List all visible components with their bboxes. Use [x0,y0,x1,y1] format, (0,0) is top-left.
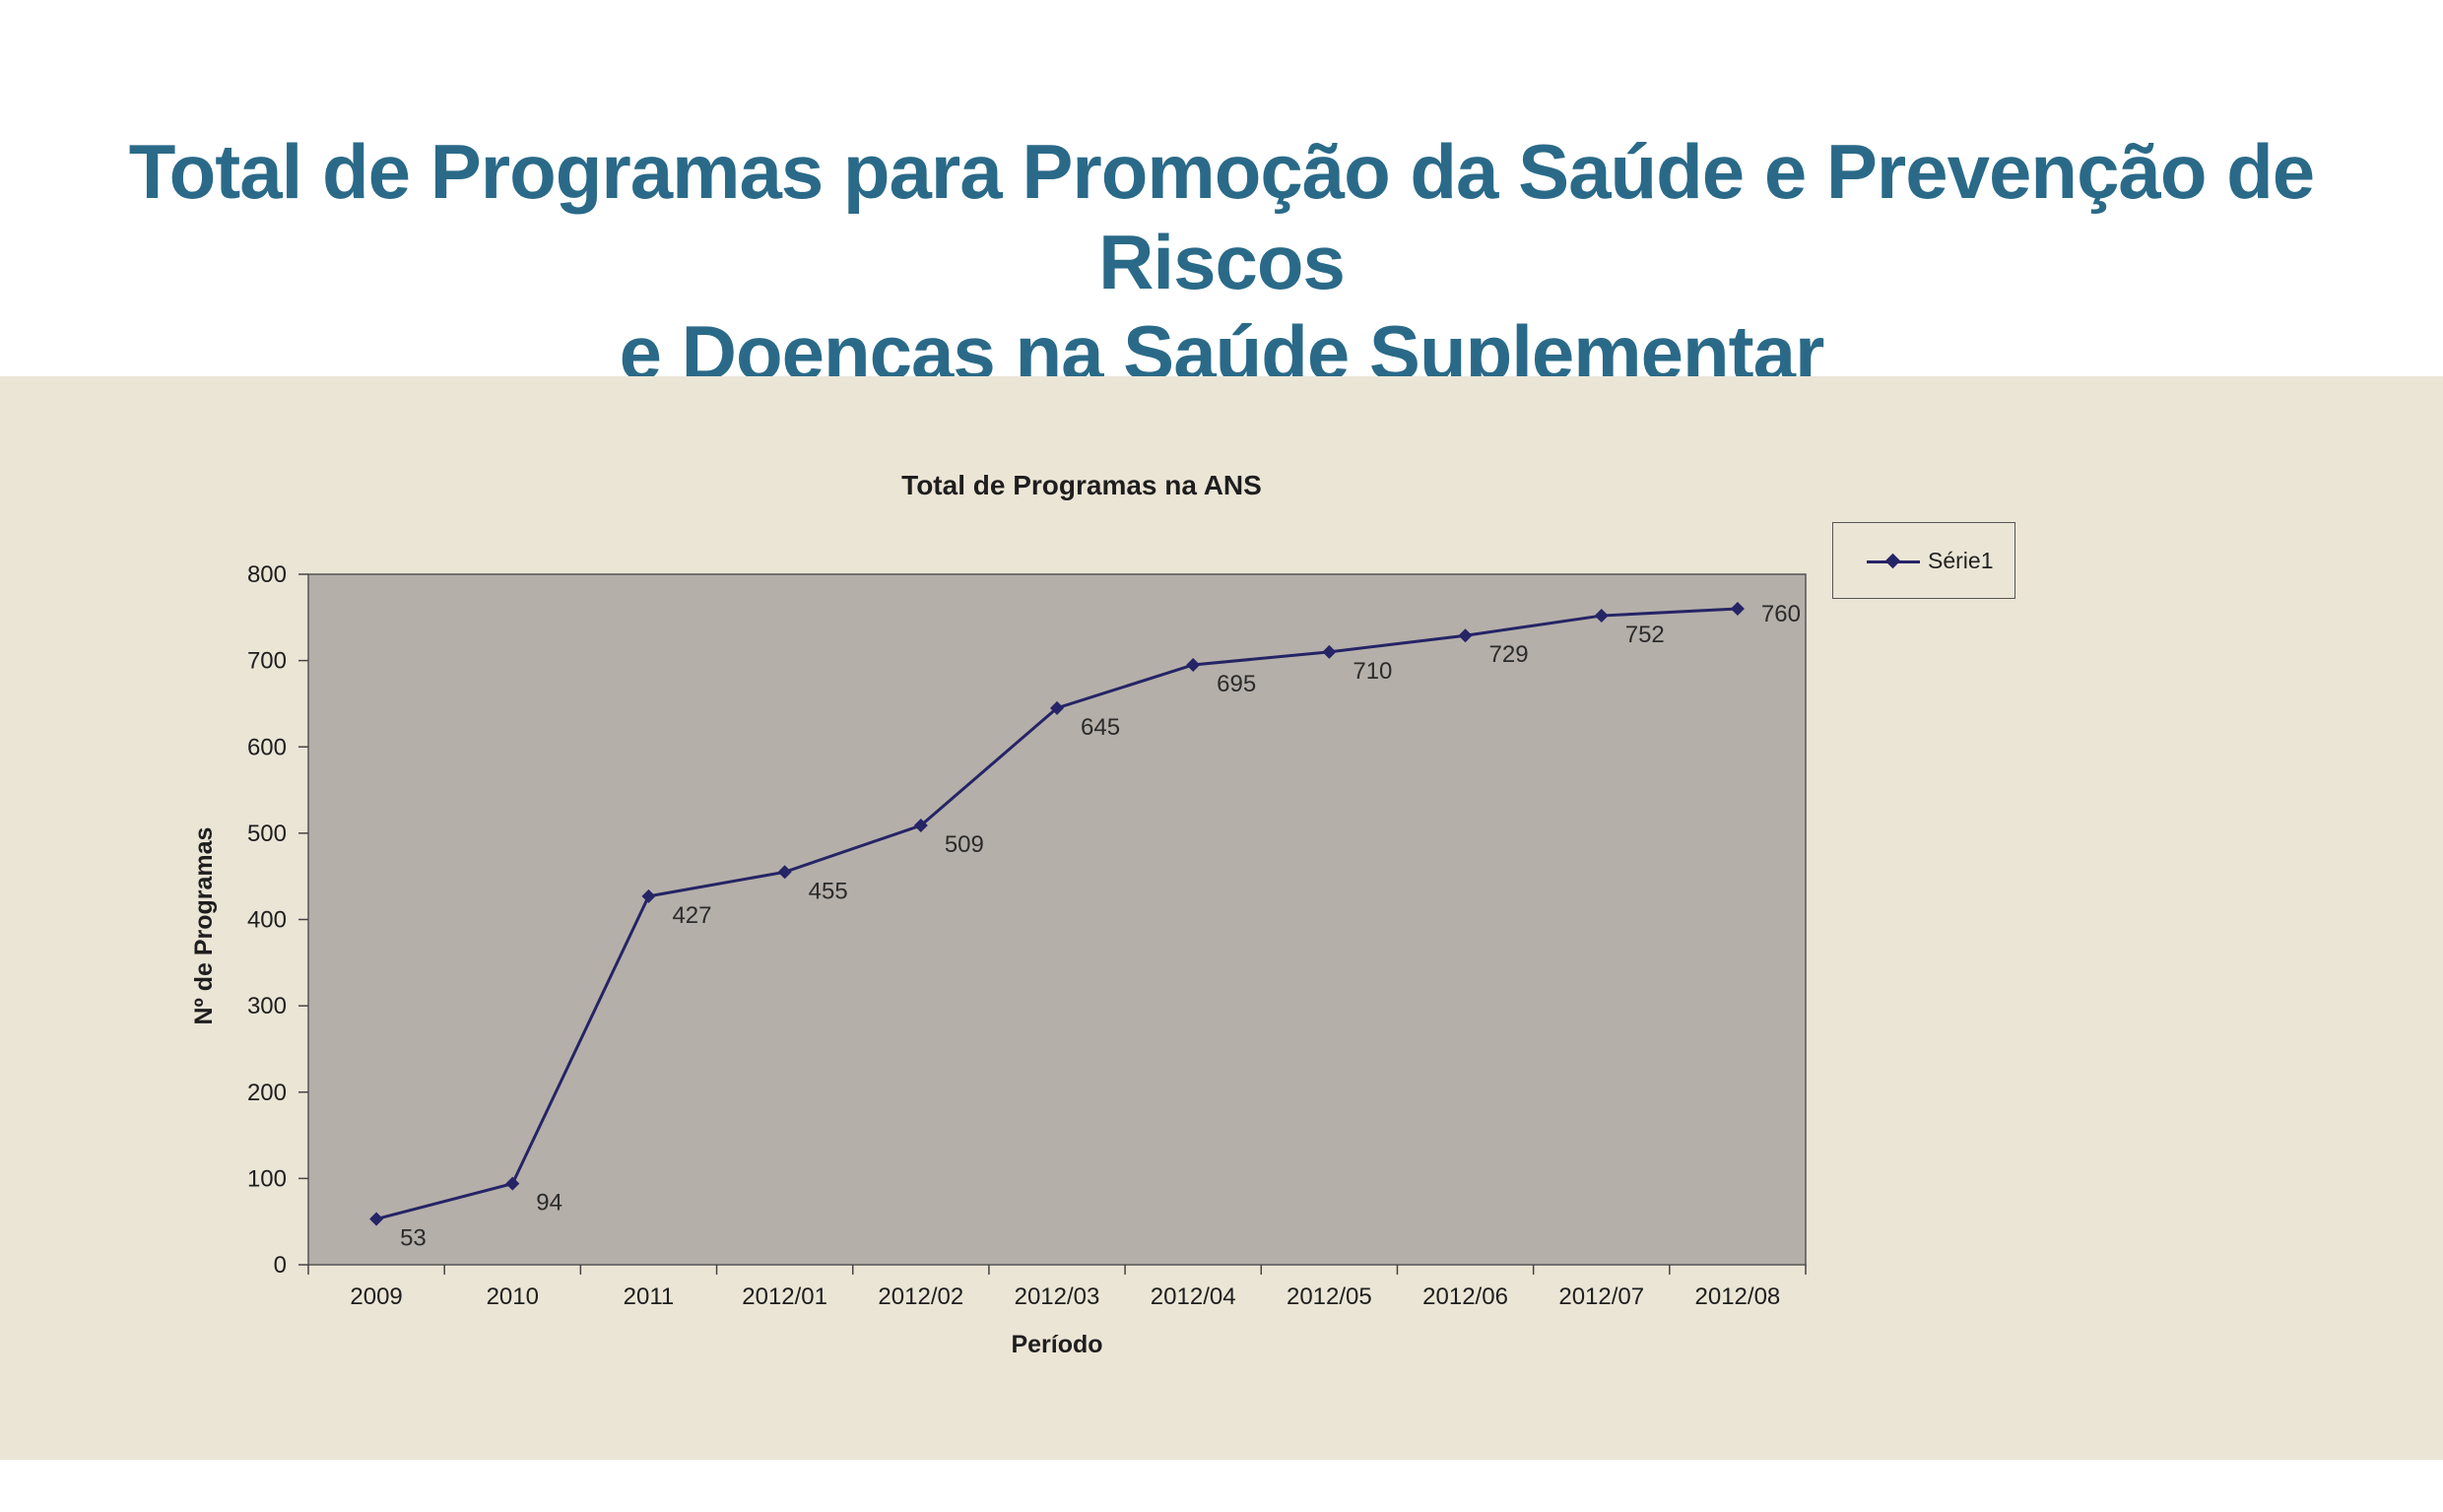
data-label: 729 [1489,641,1529,668]
legend-diamond-icon [1884,553,1901,569]
x-tick-label: 2011 [624,1283,675,1310]
y-tick-label: 800 [247,561,287,588]
x-tick-label: 2012/04 [1151,1283,1236,1310]
y-tick-label: 700 [247,648,287,675]
data-label: 752 [1625,622,1665,648]
data-point-marker [505,1176,520,1191]
x-tick-label: 2012/05 [1287,1283,1372,1310]
data-point-marker [1458,628,1473,643]
x-tick-label: 2012/07 [1558,1283,1644,1310]
data-point-marker [1186,658,1201,673]
data-label: 427 [672,902,711,929]
x-tick-label: 2010 [487,1283,539,1310]
x-tick-label: 2012/03 [1015,1283,1100,1310]
data-point-marker [777,865,792,880]
data-label: 455 [809,878,848,904]
y-tick-label: 100 [247,1165,287,1192]
data-point-marker [641,888,656,903]
x-tick-label: 2012/02 [878,1283,963,1310]
data-label: 710 [1353,658,1392,685]
x-axis-label: Período [1011,1331,1102,1358]
y-tick-label: 200 [247,1080,287,1106]
y-tick-label: 500 [247,821,287,847]
x-tick-label: 2012/06 [1422,1283,1508,1310]
series-layer: 53 94 427 455 509 645 695 710 729 752 760 [369,601,1801,1252]
x-tick-label: 2012/01 [742,1283,827,1310]
plot-area [307,573,1807,1266]
data-label: 509 [945,831,984,858]
data-label: 760 [1761,601,1801,627]
data-point-marker [1322,644,1337,659]
axes: 0 100 200 300 400 500 600 700 800 2009 2010 2011 201… [247,561,1807,1310]
y-tick-label: 600 [247,734,287,760]
x-tick-label: 2009 [350,1283,402,1310]
x-tick-label: 2012/08 [1695,1283,1781,1310]
data-point-marker [1050,700,1064,715]
data-label: 94 [536,1190,562,1216]
data-label: 695 [1217,671,1256,697]
data-point-marker [1730,602,1745,617]
y-tick-label: 400 [247,907,287,934]
y-tick-label: 300 [247,993,287,1019]
chart-title: Total de Programas na ANS [901,470,1262,500]
data-label: 53 [400,1225,427,1252]
data-label: 645 [1081,714,1120,741]
page-title-line-1: Total de Programas para Promoção da Saúd… [128,128,2315,305]
data-point-marker [369,1212,384,1226]
legend-label: Série1 [1928,548,1994,573]
data-point-marker [1594,609,1609,624]
y-tick-label: 0 [274,1252,287,1279]
data-point-marker [913,818,928,832]
y-axis-label: Nº de Programas [190,827,218,1025]
legend: Série1 [1832,522,2015,599]
